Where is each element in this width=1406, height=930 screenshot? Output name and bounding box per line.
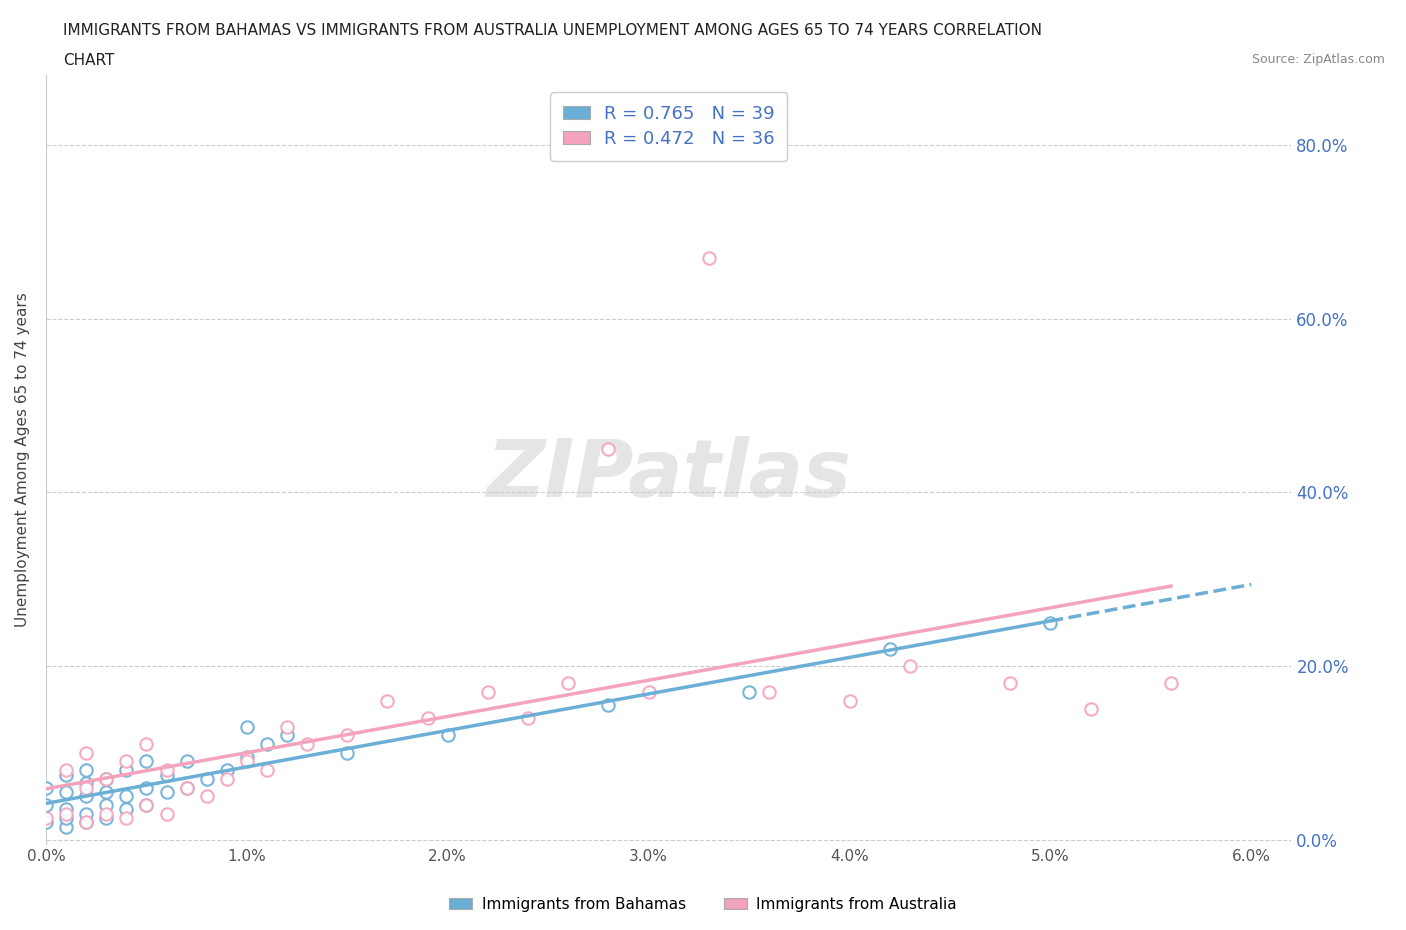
Point xyxy=(75,815,97,830)
Point xyxy=(236,719,259,734)
Point xyxy=(276,719,298,734)
Point xyxy=(75,763,97,777)
Point xyxy=(75,780,97,795)
Point xyxy=(135,797,157,812)
Point xyxy=(35,797,58,812)
Text: CHART: CHART xyxy=(63,53,115,68)
Point xyxy=(377,693,399,708)
Point xyxy=(55,806,77,821)
Point xyxy=(155,784,177,799)
Point xyxy=(55,763,77,777)
Point xyxy=(276,728,298,743)
Point xyxy=(1039,615,1062,630)
Point xyxy=(477,684,499,699)
Point xyxy=(96,811,118,826)
Point xyxy=(1160,676,1182,691)
Point xyxy=(115,789,138,804)
Point xyxy=(879,641,901,656)
Point xyxy=(96,797,118,812)
Point xyxy=(738,684,761,699)
Point xyxy=(35,815,58,830)
Y-axis label: Unemployment Among Ages 65 to 74 years: Unemployment Among Ages 65 to 74 years xyxy=(15,292,30,627)
Point xyxy=(75,789,97,804)
Point xyxy=(598,442,620,457)
Point xyxy=(256,737,278,751)
Point xyxy=(55,784,77,799)
Point xyxy=(336,745,359,760)
Point xyxy=(637,684,659,699)
Point xyxy=(215,763,238,777)
Point xyxy=(155,806,177,821)
Point xyxy=(517,711,540,725)
Point xyxy=(55,819,77,834)
Point xyxy=(256,763,278,777)
Point xyxy=(135,780,157,795)
Legend: R = 0.765   N = 39, R = 0.472   N = 36: R = 0.765 N = 39, R = 0.472 N = 36 xyxy=(550,92,787,161)
Point xyxy=(195,771,218,786)
Point xyxy=(336,728,359,743)
Point xyxy=(155,763,177,777)
Point xyxy=(35,811,58,826)
Text: ZIPatlas: ZIPatlas xyxy=(486,436,851,514)
Point xyxy=(176,780,198,795)
Point xyxy=(55,811,77,826)
Point xyxy=(96,806,118,821)
Point xyxy=(1000,676,1022,691)
Point xyxy=(55,802,77,817)
Point xyxy=(898,658,921,673)
Point xyxy=(75,745,97,760)
Point xyxy=(416,711,439,725)
Point xyxy=(115,802,138,817)
Point xyxy=(697,250,720,265)
Legend: Immigrants from Bahamas, Immigrants from Australia: Immigrants from Bahamas, Immigrants from… xyxy=(443,891,963,918)
Point xyxy=(75,776,97,790)
Point xyxy=(135,754,157,769)
Point xyxy=(557,676,579,691)
Point xyxy=(75,815,97,830)
Point xyxy=(838,693,860,708)
Point xyxy=(236,750,259,764)
Point xyxy=(135,797,157,812)
Point xyxy=(295,737,318,751)
Point xyxy=(195,789,218,804)
Point xyxy=(35,780,58,795)
Point xyxy=(135,737,157,751)
Point xyxy=(758,684,780,699)
Text: Source: ZipAtlas.com: Source: ZipAtlas.com xyxy=(1251,53,1385,66)
Point xyxy=(115,754,138,769)
Point xyxy=(96,771,118,786)
Point xyxy=(176,754,198,769)
Point xyxy=(115,811,138,826)
Point xyxy=(215,771,238,786)
Point xyxy=(96,784,118,799)
Point xyxy=(1080,702,1102,717)
Point xyxy=(115,763,138,777)
Point xyxy=(155,767,177,782)
Point xyxy=(236,754,259,769)
Point xyxy=(75,806,97,821)
Point xyxy=(436,728,458,743)
Text: IMMIGRANTS FROM BAHAMAS VS IMMIGRANTS FROM AUSTRALIA UNEMPLOYMENT AMONG AGES 65 : IMMIGRANTS FROM BAHAMAS VS IMMIGRANTS FR… xyxy=(63,23,1042,38)
Point xyxy=(96,771,118,786)
Point xyxy=(598,698,620,712)
Point xyxy=(176,780,198,795)
Point xyxy=(55,767,77,782)
